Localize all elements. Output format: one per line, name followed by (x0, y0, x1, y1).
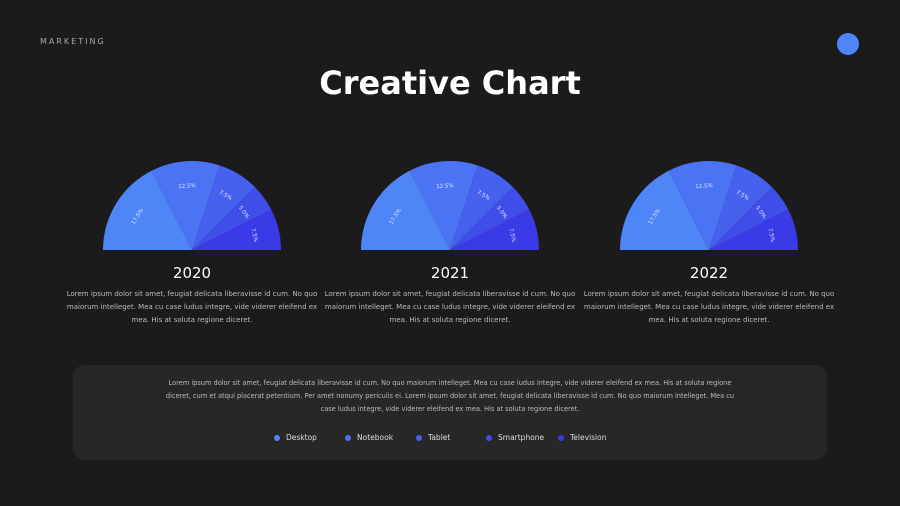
slice-label: 12.5% (436, 183, 454, 190)
slice-notebook (668, 161, 737, 250)
legend-dot (486, 434, 492, 441)
slice-television (709, 209, 798, 250)
menu-button[interactable] (837, 33, 859, 55)
legend-item-television: Television (558, 433, 606, 442)
slice-tablet (450, 165, 513, 250)
slice-label: 12.5% (695, 183, 713, 190)
chart-description: Lorem ipsum dolor sit amet, feugiat deli… (583, 290, 835, 324)
slice-smartphone (450, 187, 530, 250)
slice-desktop (361, 170, 450, 250)
slice-label: 12.5% (178, 183, 196, 190)
info-panel: Lorem ipsum dolor sit amet, feugiat deli… (73, 365, 827, 460)
slice-smartphone (709, 187, 789, 250)
legend-dot (345, 434, 351, 441)
chart-year: 2022 (689, 264, 729, 282)
slice-desktop (620, 170, 709, 250)
legend-item-smartphone: Smartphone (486, 433, 544, 442)
slice-desktop (103, 170, 192, 250)
legend: Desktop Notebook Tablet Smartphone Telev… (73, 433, 827, 445)
semicircle-chart: 17.5%12.5%7.5%5.0%7.5% (103, 161, 281, 250)
slice-label: 7.5% (249, 228, 258, 243)
chart-description: Lorem ipsum dolor sit amet, feugiat deli… (66, 290, 318, 324)
slice-notebook (151, 161, 220, 250)
slice-label: 7.5% (766, 228, 775, 243)
slice-television (192, 209, 281, 250)
legend-item-tablet: Tablet (416, 433, 450, 442)
chart-year: 2020 (172, 264, 212, 282)
legend-dot (558, 434, 564, 441)
panel-text: Lorem ipsum dolor sit amet, feugiat deli… (165, 379, 735, 413)
brand-label: MARKETING (40, 37, 106, 46)
slice-tablet (192, 165, 255, 250)
legend-item-desktop: Desktop (274, 433, 317, 442)
legend-dot (416, 434, 422, 441)
slice-label: 7.5% (507, 228, 516, 243)
legend-item-notebook: Notebook (345, 433, 393, 442)
chart-description: Lorem ipsum dolor sit amet, feugiat deli… (324, 290, 576, 324)
legend-dot (274, 434, 280, 441)
slice-notebook (409, 161, 478, 250)
semicircle-chart: 17.5%12.5%7.5%5.0%7.5% (620, 161, 798, 250)
page-title: Creative Chart (319, 64, 581, 102)
chart-2022: 17.5% 12.5% 7.5% 5.0% 7.5% 2022 Lorem ipsum … (579, 160, 839, 327)
slice-smartphone (192, 187, 272, 250)
chart-2020: 17.5% 12.5% 7.5% 5.0% 7.5% 2020 Lorem ipsum … (62, 160, 322, 327)
slice-television (450, 209, 539, 250)
chart-year: 2021 (430, 264, 470, 282)
semicircle-chart: 17.5%12.5%7.5%5.0%7.5% (361, 161, 539, 250)
slice-tablet (709, 165, 772, 250)
chart-2021: 17.5% 12.5% 7.5% 5.0% 7.5% 2021 Lorem ipsum … (320, 160, 580, 327)
